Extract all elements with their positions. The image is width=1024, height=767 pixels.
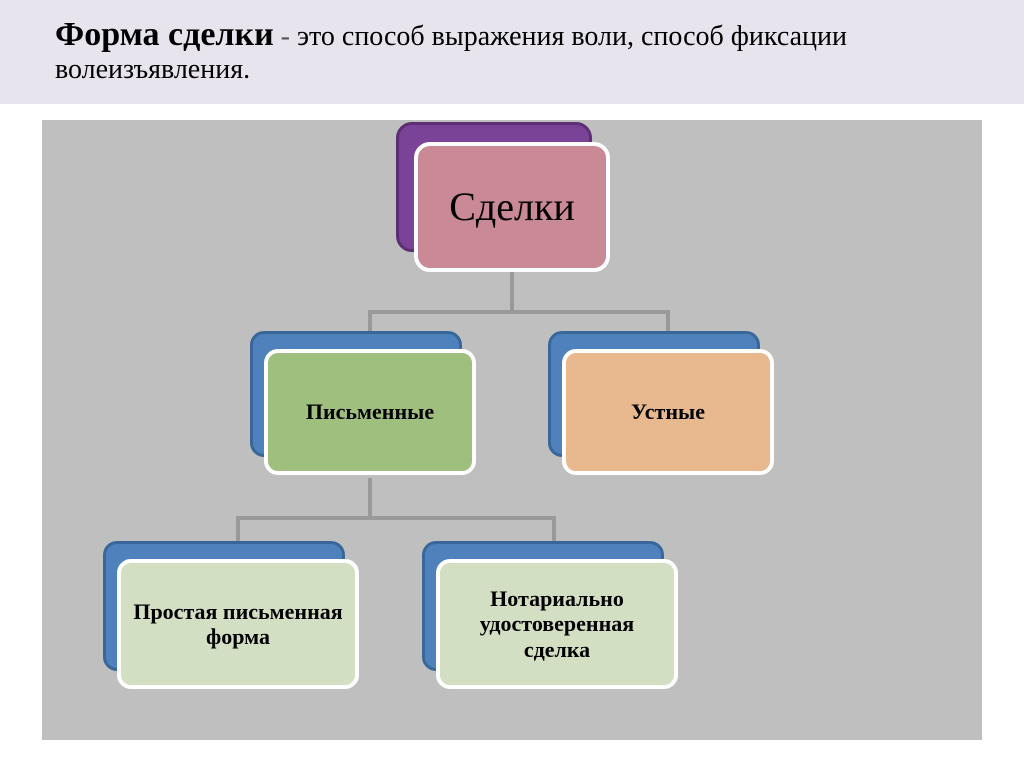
- header-title: Форма сделки: [55, 16, 274, 53]
- node-label: Устные: [631, 399, 705, 424]
- node-front: Письменные: [264, 349, 476, 475]
- connector: [368, 478, 372, 516]
- connector: [236, 516, 240, 542]
- connector: [552, 516, 556, 542]
- connector: [510, 272, 514, 310]
- node-label: Сделки: [449, 184, 575, 230]
- node-label: Простая письменная форма: [131, 599, 345, 650]
- node-front: Сделки: [414, 142, 610, 272]
- header-dash: -: [274, 21, 297, 52]
- node-front: Простая письменная форма: [117, 559, 359, 689]
- node-label: Письменные: [306, 399, 434, 424]
- node-front: Устные: [562, 349, 774, 475]
- diagram-canvas: Сделки Письменные Устные Простая письмен…: [42, 120, 982, 740]
- connector: [236, 516, 556, 520]
- header-block: Форма сделки - это способ выражения воли…: [0, 0, 1024, 104]
- connector: [368, 310, 670, 314]
- node-label: Нотариально удостоверенная сделка: [450, 586, 664, 662]
- node-front: Нотариально удостоверенная сделка: [436, 559, 678, 689]
